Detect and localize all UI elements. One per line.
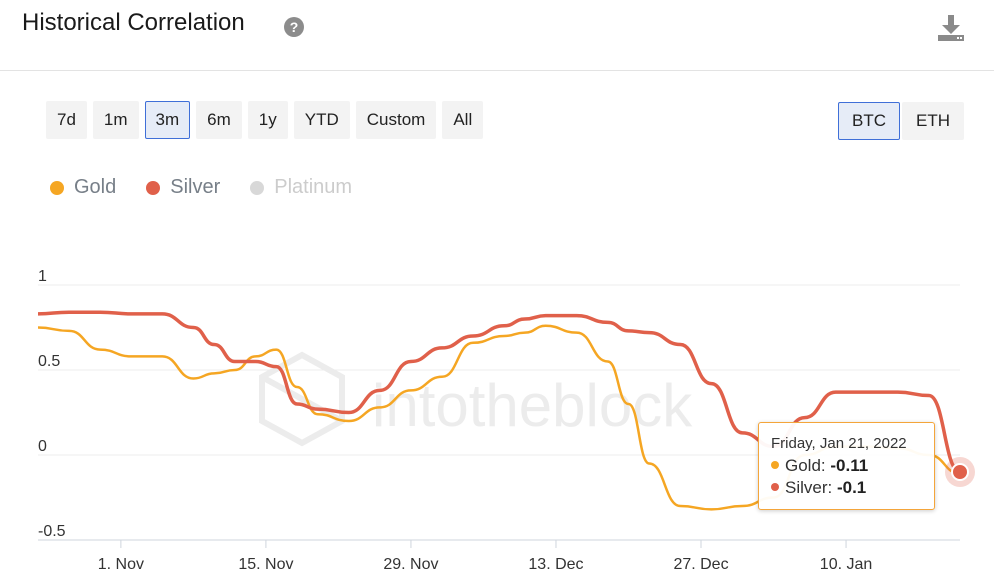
y-tick-label: 1: [38, 268, 47, 285]
legend-label-platinum: Platinum: [274, 176, 353, 198]
y-tick-label: 0: [38, 438, 47, 455]
range-button-3m[interactable]: 3m: [144, 101, 191, 139]
chart-header: Historical Correlation ?: [0, 0, 994, 71]
hover-marker-point[interactable]: [951, 463, 969, 481]
download-icon[interactable]: [936, 13, 966, 43]
y-tick-label: -0.5: [38, 523, 66, 540]
x-tick-label: 13. Dec: [528, 556, 583, 573]
tooltip-value-gold: -0.11: [830, 456, 869, 475]
tooltip: Friday, Jan 21, 2022 Gold: -0.11 Silver:…: [758, 422, 935, 510]
range-button-6m[interactable]: 6m: [196, 101, 242, 139]
x-tick-label: 27. Dec: [673, 556, 728, 573]
range-button-ytd[interactable]: YTD: [293, 101, 350, 139]
y-tick-label: 0.5: [38, 353, 60, 370]
range-selector: 7d 1m 3m 6m 1y YTD Custom All: [46, 101, 484, 139]
tooltip-row-silver: Silver: -0.1: [771, 478, 934, 498]
tooltip-row-gold: Gold: -0.11: [771, 456, 934, 476]
range-button-all[interactable]: All: [442, 101, 484, 139]
legend-dot-platinum: [250, 180, 265, 195]
x-tick-label: 15. Nov: [238, 556, 293, 573]
range-button-custom[interactable]: Custom: [355, 101, 437, 139]
tooltip-date: Friday, Jan 21, 2022: [771, 435, 907, 452]
tooltip-label-gold: Gold:: [785, 456, 831, 475]
legend-item-silver[interactable]: Silver: [146, 176, 220, 199]
x-tick-label: 10. Jan: [820, 556, 872, 573]
watermark: intotheblock: [259, 351, 693, 447]
legend-label-silver: Silver: [170, 176, 221, 198]
page-title: Historical Correlation: [22, 9, 245, 36]
legend-dot-gold: [50, 180, 64, 195]
legend-label-gold: Gold: [74, 176, 117, 198]
asset-button-btc[interactable]: BTC: [838, 102, 900, 140]
range-button-1m[interactable]: 1m: [92, 101, 139, 139]
tooltip-dot-silver: [771, 482, 779, 491]
tooltip-value-silver: -0.1: [836, 478, 867, 497]
x-tick-label: 29. Nov: [383, 556, 438, 573]
asset-button-eth[interactable]: ETH: [902, 102, 964, 140]
legend-item-platinum[interactable]: Platinum: [250, 176, 352, 199]
range-button-1y[interactable]: 1y: [247, 101, 288, 139]
watermark-text: intotheblock: [372, 372, 693, 439]
legend: Gold Silver Platinum: [50, 176, 352, 199]
legend-item-gold[interactable]: Gold: [50, 176, 116, 199]
question-circle-icon[interactable]: ?: [284, 17, 304, 37]
x-tick-label: 1. Nov: [98, 556, 144, 573]
legend-dot-silver: [146, 180, 161, 195]
series-line-silver[interactable]: [37, 310, 961, 474]
tooltip-label-silver: Silver:: [785, 478, 837, 497]
tooltip-dot-gold: [771, 460, 779, 469]
asset-selector: BTC ETH: [838, 102, 964, 140]
range-button-7d[interactable]: 7d: [46, 101, 87, 139]
